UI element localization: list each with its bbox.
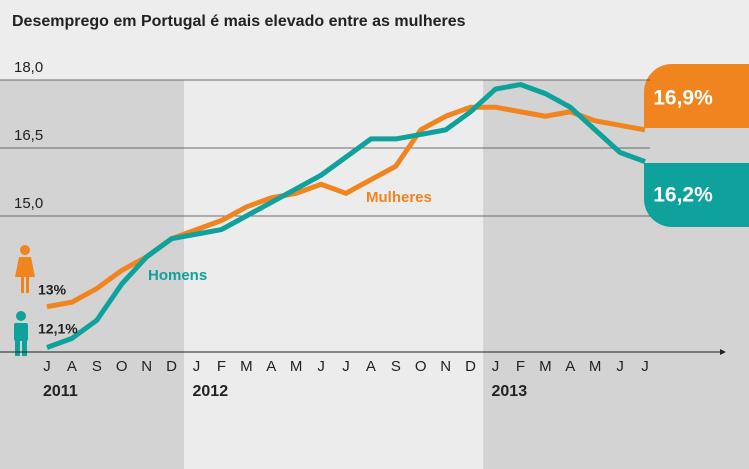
man-icon: [14, 311, 28, 356]
x-tick-label: M: [240, 358, 253, 375]
badge: [644, 163, 749, 227]
x-tick-label: J: [616, 358, 624, 375]
x-tick-label: J: [43, 358, 51, 375]
x-tick-label: J: [492, 358, 500, 375]
x-tick-label: D: [166, 358, 177, 375]
value-label: 16,2%: [653, 184, 713, 207]
y-tick-label: 18,0: [14, 59, 43, 76]
x-tick-label: O: [116, 358, 128, 375]
x-tick-label: S: [92, 358, 102, 375]
x-tick-label: O: [415, 358, 427, 375]
bands: [0, 80, 749, 469]
x-tick-label: J: [641, 358, 649, 375]
x-tick-label: A: [565, 358, 575, 375]
year-band: [483, 80, 749, 469]
legend-label: Homens: [148, 267, 207, 284]
x-tick-label: M: [539, 358, 552, 375]
value-label: 16,9%: [653, 87, 713, 110]
x-tick-label: S: [391, 358, 401, 375]
legend-label: Mulheres: [366, 189, 432, 206]
y-tick-label: 16,5: [14, 127, 43, 144]
x-tick-label: J: [193, 358, 201, 375]
value-label: 13%: [38, 282, 67, 298]
x-tick-label: A: [366, 358, 376, 375]
line: [46, 82, 646, 350]
x-tick-label: F: [217, 358, 226, 375]
x-tick-label: F: [516, 358, 525, 375]
y-tick-label: 15,0: [14, 195, 43, 212]
x-tick-label: N: [440, 358, 451, 375]
badge: [644, 64, 749, 128]
x-tick-label: A: [67, 358, 77, 375]
year-label: 2011: [43, 383, 78, 400]
x-tick-label: N: [141, 358, 152, 375]
x-tick-label: A: [266, 358, 276, 375]
x-tick-label: M: [290, 358, 303, 375]
year-label: 2012: [193, 383, 229, 400]
x-tick-label: J: [317, 358, 325, 375]
chart-title: Desemprego em Portugal é mais elevado en…: [12, 13, 466, 30]
x-tick-label: D: [465, 358, 476, 375]
axis-arrow: [720, 349, 726, 355]
value-label: 12,1%: [38, 321, 78, 337]
year-label: 2013: [492, 383, 528, 400]
woman-icon: [15, 245, 35, 293]
year-band: [184, 80, 484, 469]
x-tick-label: J: [342, 358, 350, 375]
x-tick-label: M: [589, 358, 602, 375]
